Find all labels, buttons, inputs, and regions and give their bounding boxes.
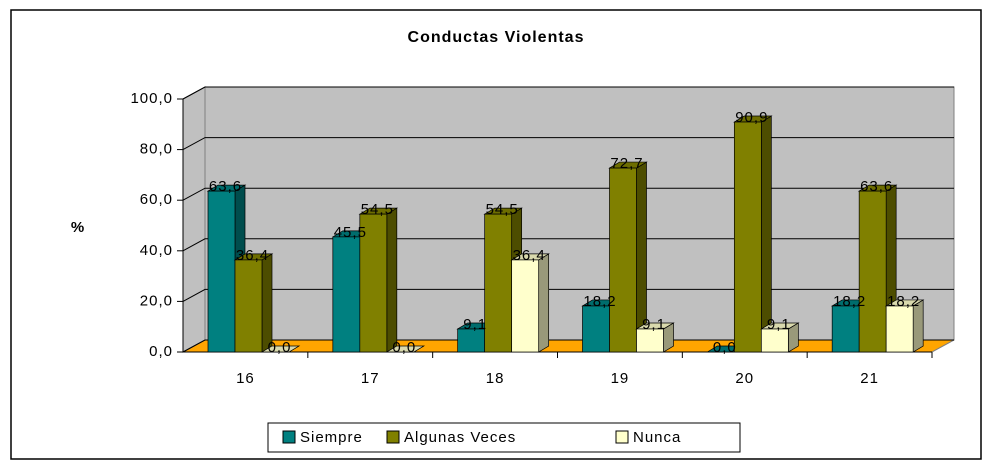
bar-side <box>386 207 398 353</box>
chart-title: Conductas Violentas <box>408 29 585 46</box>
grid-line <box>182 137 954 151</box>
data-label: 36,4 <box>236 247 269 264</box>
bar <box>484 213 513 353</box>
legend <box>267 422 741 453</box>
x-tick-label: 16 <box>236 370 255 387</box>
bar <box>858 190 887 353</box>
y-tick-label: 0,0 <box>149 343 173 360</box>
y-tick-label: 40,0 <box>140 242 173 259</box>
bar <box>760 328 789 353</box>
legend-swatch <box>386 430 400 444</box>
bar <box>609 167 637 353</box>
bar-top <box>260 345 301 353</box>
bar <box>636 328 664 353</box>
y-axis-label: % <box>71 219 85 236</box>
data-label: 54,5 <box>486 201 519 218</box>
y-tick-label: 60,0 <box>140 191 173 208</box>
legend-label: Nunca <box>633 429 681 446</box>
bar <box>511 259 540 353</box>
bar-side <box>538 253 550 353</box>
bar <box>733 121 762 353</box>
grid-line <box>182 86 954 100</box>
data-label: 18,2 <box>583 293 616 310</box>
data-label: 18,2 <box>833 293 866 310</box>
bar <box>234 259 263 353</box>
x-tick-label: 19 <box>611 370 630 387</box>
x-tick-label: 18 <box>486 370 505 387</box>
bar <box>582 305 610 353</box>
data-label: 72,7 <box>610 155 643 172</box>
data-label: 9,1 <box>642 316 666 333</box>
legend-label: Siempre <box>300 429 363 446</box>
bar-top <box>385 345 426 353</box>
side-wall <box>182 86 206 353</box>
grid-line <box>182 339 954 353</box>
data-label: 63,6 <box>860 178 893 195</box>
data-label: 45,5 <box>334 224 367 241</box>
bar <box>332 236 361 353</box>
data-label: 18,2 <box>887 293 920 310</box>
data-label: 54,5 <box>361 201 394 218</box>
legend-label: Algunas Veces <box>404 429 516 446</box>
grid-line <box>182 187 954 201</box>
bar <box>831 305 860 353</box>
y-tick-label: 20,0 <box>140 292 173 309</box>
bar <box>885 305 914 353</box>
data-label: 0,0 <box>268 339 292 356</box>
data-label: 63,6 <box>209 178 242 195</box>
grid-line <box>182 288 954 302</box>
data-label: 9,1 <box>463 316 487 333</box>
data-label: 90,9 <box>735 109 768 126</box>
legend-swatch <box>615 430 629 444</box>
y-tick-label: 80,0 <box>140 141 173 158</box>
data-label: 0,0 <box>713 339 737 356</box>
y-tick-label: 100,0 <box>130 90 173 107</box>
bar <box>207 190 236 353</box>
bar <box>359 213 388 353</box>
data-label: 9,1 <box>767 316 791 333</box>
x-tick-label: 21 <box>860 370 879 387</box>
grid-line <box>182 238 954 252</box>
x-tick-label: 20 <box>735 370 754 387</box>
data-label: 36,4 <box>513 247 546 264</box>
x-tick-label: 17 <box>361 370 380 387</box>
data-label: 0,0 <box>392 339 416 356</box>
bar-side <box>261 253 273 353</box>
legend-swatch <box>282 430 296 444</box>
